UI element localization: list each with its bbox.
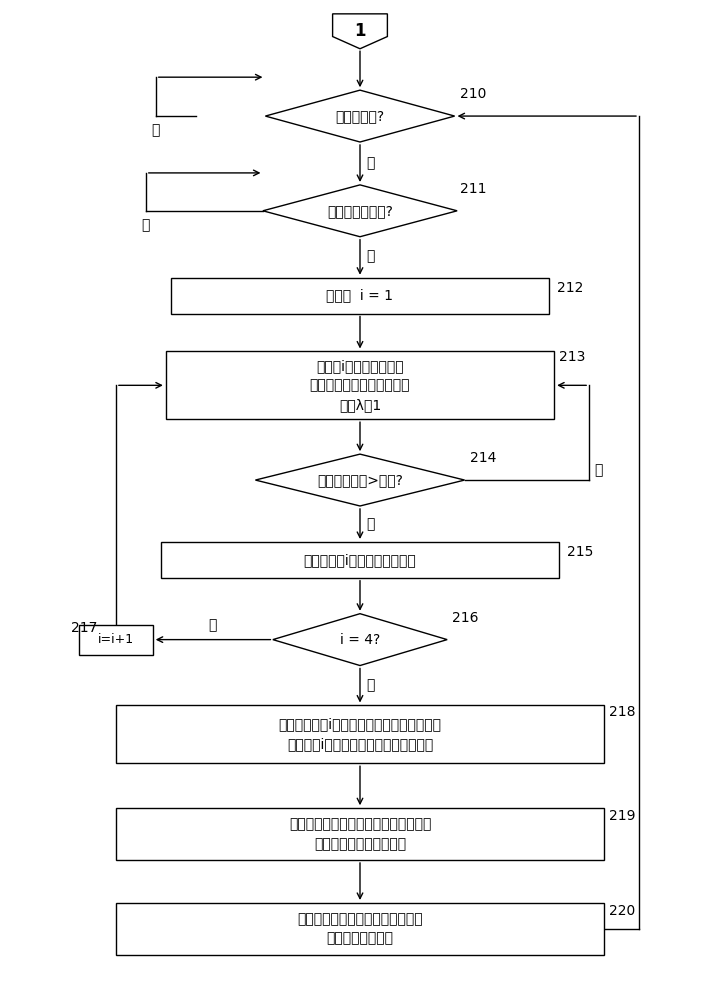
Polygon shape <box>266 90 454 142</box>
Text: 212: 212 <box>557 281 584 295</box>
Text: 在燃料供给时气缸个性化地考虑在
气缸充填时的偏差: 在燃料供给时气缸个性化地考虑在 气缸充填时的偏差 <box>297 912 423 946</box>
Text: 219: 219 <box>609 809 636 823</box>
Text: 静止工作点?: 静止工作点? <box>336 109 384 123</box>
Text: 217: 217 <box>71 621 97 635</box>
Text: 215: 215 <box>567 545 593 559</box>
Bar <box>171 278 549 314</box>
Text: 行驶不平稳性>阈值?: 行驶不平稳性>阈值? <box>317 473 403 487</box>
Bar <box>116 903 604 955</box>
Bar <box>116 808 604 860</box>
Text: 否: 否 <box>208 619 217 633</box>
Text: i=i+1: i=i+1 <box>98 633 134 646</box>
Text: 在气缸i中减少燃料供给
在其他气缸中提高燃料供给
从而λ＝1: 在气缸i中减少燃料供给 在其他气缸中提高燃料供给 从而λ＝1 <box>310 359 410 412</box>
Polygon shape <box>263 185 457 237</box>
Text: 工作参数＜阈值?: 工作参数＜阈值? <box>327 204 393 218</box>
Text: 初始化  i = 1: 初始化 i = 1 <box>326 289 394 303</box>
Polygon shape <box>333 14 387 49</box>
Polygon shape <box>273 614 447 666</box>
Text: 是: 是 <box>366 250 374 264</box>
Text: 否: 否 <box>594 463 603 477</box>
Text: 218: 218 <box>609 705 636 719</box>
Text: 214: 214 <box>469 451 496 465</box>
Text: 220: 220 <box>609 904 635 918</box>
Text: 基于气缸个性化的在气缸充填时的偏差
调整气门机构的控制参量: 基于气缸个性化的在气缸充填时的偏差 调整气门机构的控制参量 <box>289 817 431 851</box>
Text: 是: 是 <box>366 517 374 531</box>
Polygon shape <box>256 454 464 506</box>
Bar <box>116 705 604 763</box>
Text: 211: 211 <box>459 182 486 196</box>
Bar <box>161 542 559 578</box>
Text: 216: 216 <box>451 611 478 625</box>
Text: 在考虑对气缸i的燃料供给时的偏差的情况下
为各气缸i求取并存储气缸充填时的偏差: 在考虑对气缸i的燃料供给时的偏差的情况下 为各气缸i求取并存储气缸充填时的偏差 <box>279 718 441 751</box>
Text: 213: 213 <box>559 350 585 364</box>
Bar <box>166 351 554 419</box>
Text: 否: 否 <box>142 218 150 232</box>
Text: 1: 1 <box>354 22 366 40</box>
Text: 否: 否 <box>152 123 160 137</box>
Text: 是: 是 <box>366 156 374 170</box>
Text: 210: 210 <box>459 87 486 101</box>
Bar <box>78 625 153 655</box>
Text: 为各个气缸i存储燃料量减少值: 为各个气缸i存储燃料量减少值 <box>304 553 416 567</box>
Text: i = 4?: i = 4? <box>340 633 380 647</box>
Text: 是: 是 <box>366 678 374 692</box>
